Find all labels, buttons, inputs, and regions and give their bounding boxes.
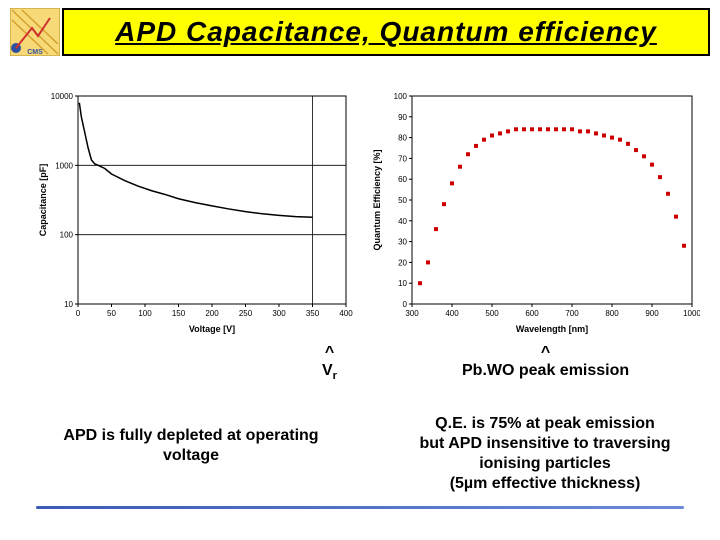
caption-depleted: APD is fully depleted at operating volta… xyxy=(56,426,326,466)
svg-text:50: 50 xyxy=(398,196,407,205)
svg-text:200: 200 xyxy=(205,309,219,318)
svg-text:20: 20 xyxy=(398,258,407,267)
svg-text:10: 10 xyxy=(398,279,407,288)
caption-qe-l3: ionising particles xyxy=(390,454,700,474)
svg-text:600: 600 xyxy=(525,309,539,318)
svg-text:400: 400 xyxy=(445,309,459,318)
svg-text:Voltage [V]: Voltage [V] xyxy=(189,324,235,334)
svg-text:40: 40 xyxy=(398,217,407,226)
svg-text:60: 60 xyxy=(398,175,407,184)
cms-logo: CMS xyxy=(10,8,60,56)
svg-text:80: 80 xyxy=(398,134,407,143)
pbwo-text: Pb.WO peak emission xyxy=(462,362,629,380)
svg-text:50: 50 xyxy=(107,309,116,318)
svg-text:Quantum Efficiency [%]: Quantum Efficiency [%] xyxy=(372,149,382,250)
caption-qe-l4: (5µm effective thickness) xyxy=(390,474,700,494)
svg-text:900: 900 xyxy=(645,309,659,318)
svg-text:CMS: CMS xyxy=(27,49,43,56)
svg-text:70: 70 xyxy=(398,154,407,163)
svg-text:100: 100 xyxy=(138,309,152,318)
pbwo-arrow-label: ^ Pb.WO peak emission xyxy=(462,344,629,380)
caret-up-icon: ^ xyxy=(322,344,337,362)
slide-title-text: APD Capacitance, Quantum efficiency xyxy=(115,16,657,48)
svg-text:1000: 1000 xyxy=(55,161,73,170)
svg-text:10000: 10000 xyxy=(51,92,74,101)
svg-text:Wavelength [nm]: Wavelength [nm] xyxy=(516,324,588,334)
svg-text:350: 350 xyxy=(306,309,320,318)
slide-title: APD Capacitance, Quantum efficiency xyxy=(62,8,710,56)
svg-text:400: 400 xyxy=(339,309,353,318)
capacitance-voltage-chart: 0 50 100 150 200 250 300 350 400 10 100 1000 10000 Vo… xyxy=(36,90,354,338)
svg-text:150: 150 xyxy=(172,309,186,318)
svg-text:800: 800 xyxy=(605,309,619,318)
svg-text:300: 300 xyxy=(272,309,286,318)
svg-text:0: 0 xyxy=(76,309,81,318)
caption-qe-l1: Q.E. is 75% at peak emission xyxy=(390,414,700,434)
svg-text:500: 500 xyxy=(485,309,499,318)
svg-text:Capacitance [pF]: Capacitance [pF] xyxy=(38,164,48,237)
svg-text:0: 0 xyxy=(403,300,408,309)
svg-text:250: 250 xyxy=(239,309,253,318)
vr-arrow-label: ^ Vr xyxy=(322,344,337,382)
svg-text:300: 300 xyxy=(405,309,419,318)
caret-up-icon: ^ xyxy=(462,344,629,362)
svg-text:30: 30 xyxy=(398,238,407,247)
caption-qe: Q.E. is 75% at peak emission but APD ins… xyxy=(390,414,700,494)
svg-text:100: 100 xyxy=(394,92,408,101)
svg-text:1000: 1000 xyxy=(683,309,700,318)
quantum-efficiency-chart: 300 400 500 600 700 800 900 1000 0 10 20 30 40 50 60 70… xyxy=(370,90,700,338)
svg-text:100: 100 xyxy=(60,231,74,240)
footer-divider xyxy=(36,506,684,509)
caption-qe-l2: but APD insensitive to traversing xyxy=(390,434,700,454)
svg-text:700: 700 xyxy=(565,309,579,318)
svg-text:10: 10 xyxy=(64,300,73,309)
svg-text:90: 90 xyxy=(398,113,407,122)
